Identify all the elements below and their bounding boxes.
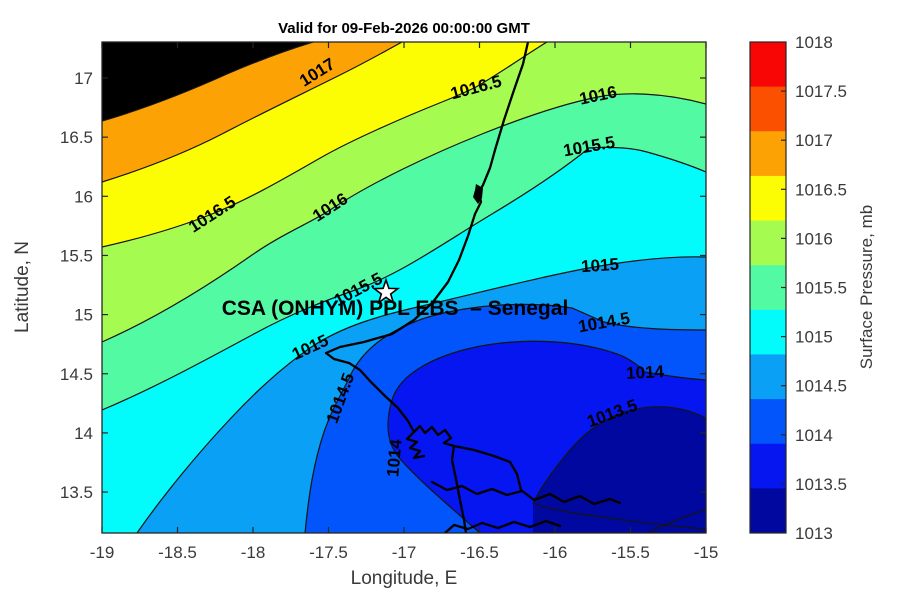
contour-fills: 10171016.51016.5101610161015.51015.51015…	[102, 42, 706, 533]
x-tick-label: -16	[543, 543, 568, 562]
colorbar-tick-label: 1017.5	[795, 82, 847, 101]
colorbar-band	[750, 175, 786, 222]
contour-line-label: 1014	[383, 438, 405, 478]
colorbar-band	[750, 131, 786, 177]
colorbar-tick-label: 1014	[795, 426, 833, 445]
block-annotation: CSA (ONHYM) PPL EBS – Senegal	[222, 297, 569, 320]
plot-frame	[101, 41, 707, 534]
contour-lines	[102, 42, 706, 533]
colorbar-tick-label: 1013.5	[795, 475, 847, 494]
colorbar-band	[750, 488, 786, 534]
coastline	[324, 42, 622, 533]
y-tick-labels: 17 16.5 16 15.5 15 14.5 14 13.5	[60, 69, 93, 502]
y-tick-label: 14.5	[60, 365, 93, 384]
x-tick-label: -16.5	[460, 543, 499, 562]
band-1013	[533, 406, 706, 533]
y-tick-label: 14	[74, 424, 93, 443]
colorbar-band	[750, 265, 786, 311]
x-tick-label: -19	[90, 543, 115, 562]
band-1017-5	[102, 42, 313, 121]
colorbar-band	[750, 399, 786, 445]
y-tick-label: 16	[74, 187, 93, 206]
colorbar-tick-label: 1013	[795, 524, 833, 543]
colorbar-tick-label: 1018	[795, 33, 833, 52]
colorbar-title: Surface Pressure, mb	[857, 205, 876, 369]
colorbar-band	[750, 443, 786, 489]
saint-louis-spit	[473, 184, 483, 204]
x-tick-label: -17.5	[309, 543, 348, 562]
colorbar-band	[750, 42, 786, 88]
colorbar-tick-label: 1017	[795, 131, 833, 150]
figure-title: Valid for 09-Feb-2026 00:00:00 GMT	[278, 20, 530, 37]
y-tick-label: 15.5	[60, 246, 93, 265]
x-tick-label: -15.5	[611, 543, 650, 562]
y-tick-label: 13.5	[60, 483, 93, 502]
y-tick-label: 15	[74, 306, 93, 325]
y-tick-label: 17	[74, 69, 93, 88]
colorbar-band	[750, 354, 786, 400]
contour-line-label: 1014	[626, 362, 665, 383]
colorbar-band	[750, 220, 786, 266]
x-tick-label: -18	[241, 543, 266, 562]
colorbar-tick-labels: 1018 1017.5 1017 1016.5 1016 1015.5 1015 1014.5…	[795, 33, 847, 543]
colorbar-band	[750, 86, 786, 132]
colorbar-tick-label: 1014.5	[795, 377, 847, 396]
colorbar-tick-label: 1015	[795, 328, 833, 347]
x-tick-label: -17	[392, 543, 417, 562]
x-axis-label: Longitude, E	[351, 568, 458, 589]
colorbar-tick-label: 1015.5	[795, 279, 847, 298]
colorbar-tick-label: 1016.5	[795, 180, 847, 199]
colorbar-tick-label: 1016	[795, 229, 833, 248]
star-marker	[371, 277, 401, 305]
colorbar-band	[750, 309, 786, 355]
contour-line-label: 1015	[581, 255, 620, 277]
x-tick-label: -18.5	[158, 543, 197, 562]
x-tick-labels: -19 -18.5 -18 -17.5 -17 -16.5 -16 -15.5 -15	[90, 543, 719, 562]
y-axis-label: Latitude, N	[12, 241, 33, 333]
y-tick-label: 16.5	[60, 128, 93, 147]
colorbar	[749, 41, 787, 534]
map-area: 10171016.51016.5101610161015.51015.51015…	[101, 41, 707, 534]
x-tick-label: -15	[694, 543, 719, 562]
